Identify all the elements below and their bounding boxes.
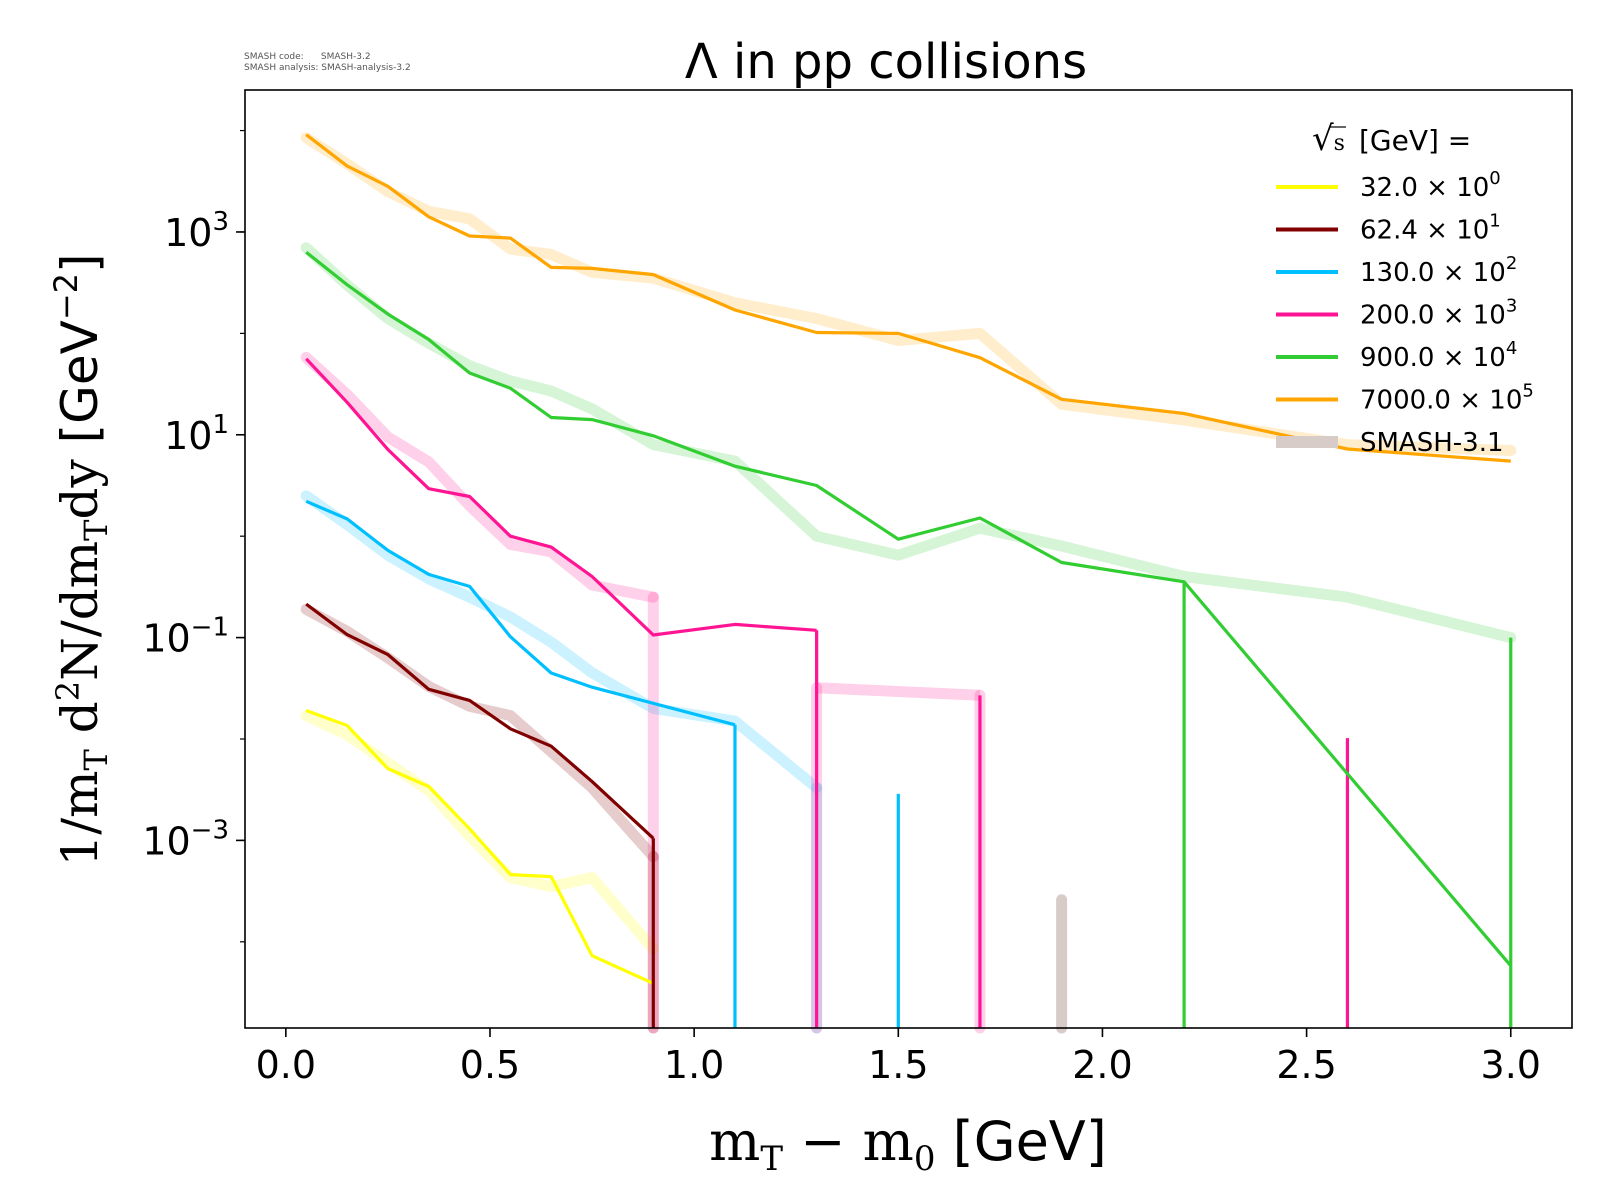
version-note-analysis: SMASH analysis: SMASH-analysis-3.2	[244, 63, 411, 73]
reference-line	[300, 490, 823, 794]
x-axis: 0.0 0.5 1.0 1.5 2.0 2.5 3.0	[256, 1028, 1541, 1087]
y-tick-label: 101	[164, 410, 229, 458]
x-tick-label: 2.0	[1072, 1043, 1132, 1087]
y-tick-label: 10−3	[142, 815, 229, 863]
legend-label: SMASH-3.1	[1360, 428, 1504, 458]
y-tick-label: 103	[164, 207, 229, 255]
series-2	[305, 499, 900, 1028]
reference-series-1	[300, 603, 1068, 1034]
legend-label: 900.0 × 104	[1360, 338, 1517, 373]
legend-label: 32.0 × 100	[1360, 168, 1501, 203]
reference-series-3	[300, 351, 986, 1034]
series-line	[305, 708, 654, 985]
reference-line	[300, 603, 659, 863]
version-note-code: SMASH code: SMASH-3.2	[244, 52, 371, 62]
y-tick-label: 10−1	[142, 613, 229, 661]
x-tick-label: 2.5	[1276, 1043, 1336, 1087]
series-5	[305, 133, 1511, 463]
legend-label: 7000.0 × 105	[1360, 381, 1534, 416]
series-line	[305, 602, 655, 840]
reference-line	[300, 710, 659, 955]
series-line	[305, 250, 1513, 967]
reference-line	[300, 351, 659, 603]
x-tick-label: 0.5	[460, 1043, 520, 1087]
x-tick-label: 0.0	[256, 1043, 316, 1087]
reference-series-0	[300, 710, 659, 955]
legend: √s [GeV] = 32.0 × 100 62.4 × 101 130.0 × 102…	[1276, 119, 1534, 458]
series-0	[305, 708, 654, 985]
reference-line	[300, 132, 1517, 456]
y-axis-label: 1/mT d2N/dmTdy [GeV−2]	[47, 253, 115, 866]
plot-frame	[244, 89, 1573, 1029]
current-lines	[305, 133, 1513, 1028]
series-line	[305, 133, 1511, 463]
reference-line	[300, 242, 1517, 644]
series-line	[305, 499, 736, 727]
x-tick-label: 1.0	[664, 1043, 724, 1087]
legend-title: √s [GeV] =	[1312, 119, 1471, 159]
x-axis-label: mT − m0 [GeV]	[709, 1110, 1107, 1179]
x-tick-label: 3.0	[1481, 1043, 1541, 1087]
reference-series-4	[300, 242, 1517, 644]
legend-label: 62.4 × 101	[1360, 211, 1501, 246]
reference-series-5	[300, 132, 1517, 456]
chart-title: Λ in pp collisions	[685, 34, 1087, 90]
series-line	[305, 357, 817, 637]
series-3	[305, 357, 1350, 1028]
legend-label: 200.0 × 103	[1360, 296, 1517, 331]
reference-tail	[816, 682, 981, 701]
x-tick-label: 1.5	[868, 1043, 928, 1087]
series-4	[305, 250, 1513, 1028]
y-axis: 103 101 10−1 10−3	[142, 129, 245, 943]
legend-label: 130.0 × 102	[1360, 253, 1517, 288]
series-1	[305, 602, 655, 1028]
